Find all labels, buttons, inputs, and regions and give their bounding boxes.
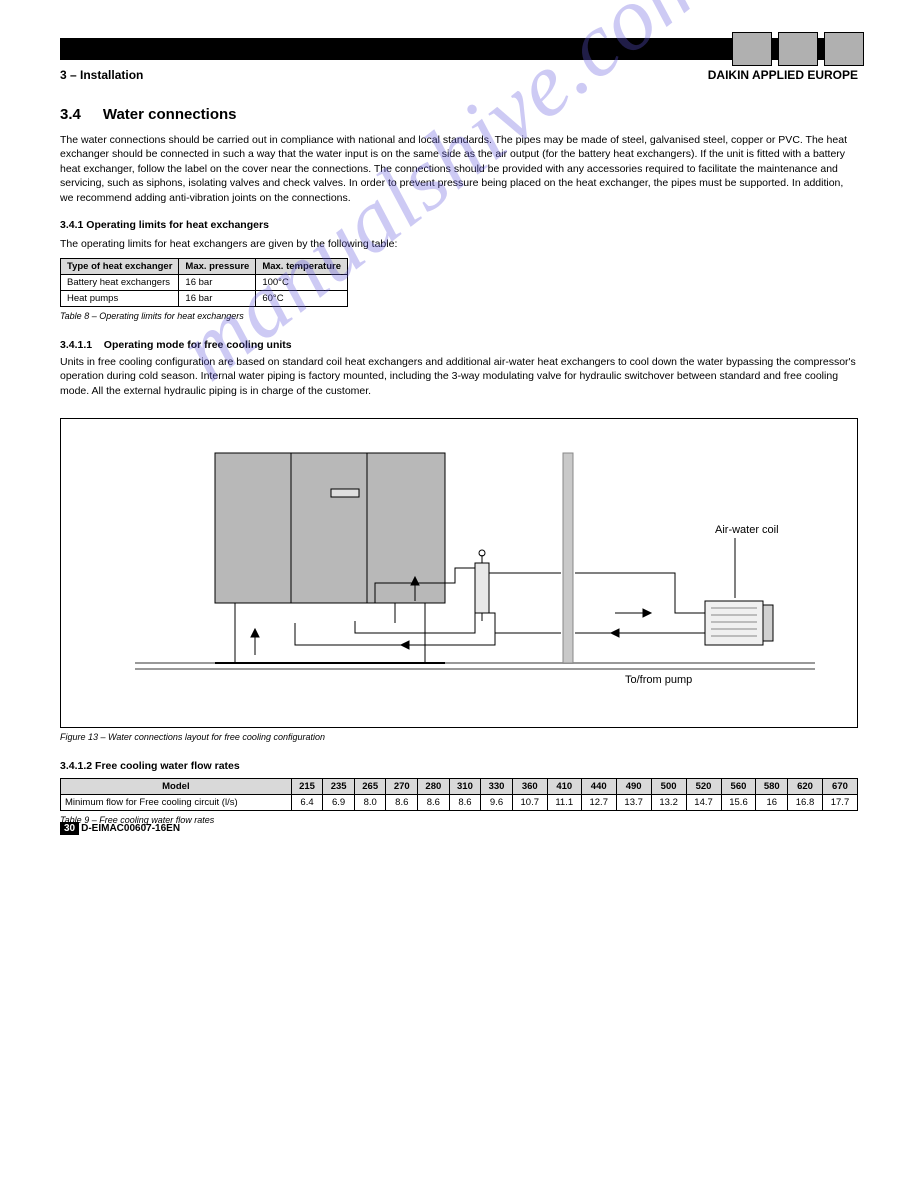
table-header: 310 xyxy=(449,779,481,795)
section-title: Water connections xyxy=(103,106,858,123)
figure-frame: Air-water coil To/from pump xyxy=(60,418,858,728)
table-header: Max. temperature xyxy=(256,258,348,274)
table-cell: 12.7 xyxy=(581,795,616,811)
table-cell: 10.7 xyxy=(512,795,547,811)
table-header: 270 xyxy=(386,779,418,795)
table-cell: 14.7 xyxy=(686,795,721,811)
body-paragraph: The water connections should be carried … xyxy=(60,133,858,205)
subsection-heading: 3.4.1 Operating limits for heat exchange… xyxy=(60,219,858,231)
table-header: 490 xyxy=(616,779,651,795)
table-cell: 13.7 xyxy=(616,795,651,811)
table-cell: 8.6 xyxy=(386,795,418,811)
table-header: 560 xyxy=(721,779,756,795)
table-header: 265 xyxy=(354,779,386,795)
section-number: 3.4 xyxy=(60,106,81,123)
table-header: 500 xyxy=(651,779,686,795)
page-number: 30D-EIMAC00607-16EN xyxy=(60,822,180,835)
table-row: Heat pumps 16 bar 60°C xyxy=(61,290,348,306)
subsubsection-heading: 3.4.1.2 Free cooling water flow rates xyxy=(60,760,858,772)
table-row-label: Minimum flow for Free cooling circuit (l… xyxy=(61,795,292,811)
table-header: 360 xyxy=(512,779,547,795)
header-box-icon xyxy=(778,32,818,66)
subsubsection-title: Operating mode for free cooling units xyxy=(104,339,292,351)
table-cell: 6.9 xyxy=(323,795,355,811)
table-header: 440 xyxy=(581,779,616,795)
brand-label: DAIKIN APPLIED EUROPE xyxy=(708,68,858,82)
table-cell: 6.4 xyxy=(291,795,323,811)
table-header: Model xyxy=(61,779,292,795)
table-header: 215 xyxy=(291,779,323,795)
table-header: 410 xyxy=(547,779,581,795)
header-box-icon xyxy=(824,32,864,66)
table-cell: 16.8 xyxy=(788,795,823,811)
connection-diagram: Air-water coil To/from pump xyxy=(75,433,835,713)
table-cell: 16 xyxy=(756,795,788,811)
header-box-icon xyxy=(732,32,772,66)
table-cell: 11.1 xyxy=(547,795,581,811)
table-cell: 9.6 xyxy=(481,795,513,811)
table-header: Max. pressure xyxy=(179,258,256,274)
table-cell: 8.6 xyxy=(418,795,450,811)
figure-label-coil: Air-water coil xyxy=(715,524,779,536)
table-caption: Table 8 – Operating limits for heat exch… xyxy=(60,311,858,321)
figure-caption: Figure 13 – Water connections layout for… xyxy=(60,732,858,742)
table-cell: 15.6 xyxy=(721,795,756,811)
table-header: Type of heat exchanger xyxy=(61,258,179,274)
table-cell: 8.0 xyxy=(354,795,386,811)
table-row: Battery heat exchangers 16 bar 100°C xyxy=(61,274,348,290)
table-cell: 8.6 xyxy=(449,795,481,811)
table-header: 330 xyxy=(481,779,513,795)
table-header: 280 xyxy=(418,779,450,795)
table-header: 235 xyxy=(323,779,355,795)
table-cell: 13.2 xyxy=(651,795,686,811)
table-cell: 17.7 xyxy=(822,795,857,811)
table-header: 520 xyxy=(686,779,721,795)
section-breadcrumb: 3 – Installation xyxy=(60,68,143,82)
table-header: 670 xyxy=(822,779,857,795)
figure-label-pump: To/from pump xyxy=(625,674,692,686)
subsubsection-number: 3.4.1.1 xyxy=(60,339,92,351)
limits-table: Type of heat exchanger Max. pressure Max… xyxy=(60,258,348,307)
body-paragraph: The operating limits for heat exchangers… xyxy=(60,237,858,251)
header-bar xyxy=(60,38,858,60)
table-header: 580 xyxy=(756,779,788,795)
table-header: 620 xyxy=(788,779,823,795)
body-paragraph: Units in free cooling configuration are … xyxy=(60,355,858,398)
flow-rate-table: Model21523526527028031033036041044049050… xyxy=(60,778,858,811)
